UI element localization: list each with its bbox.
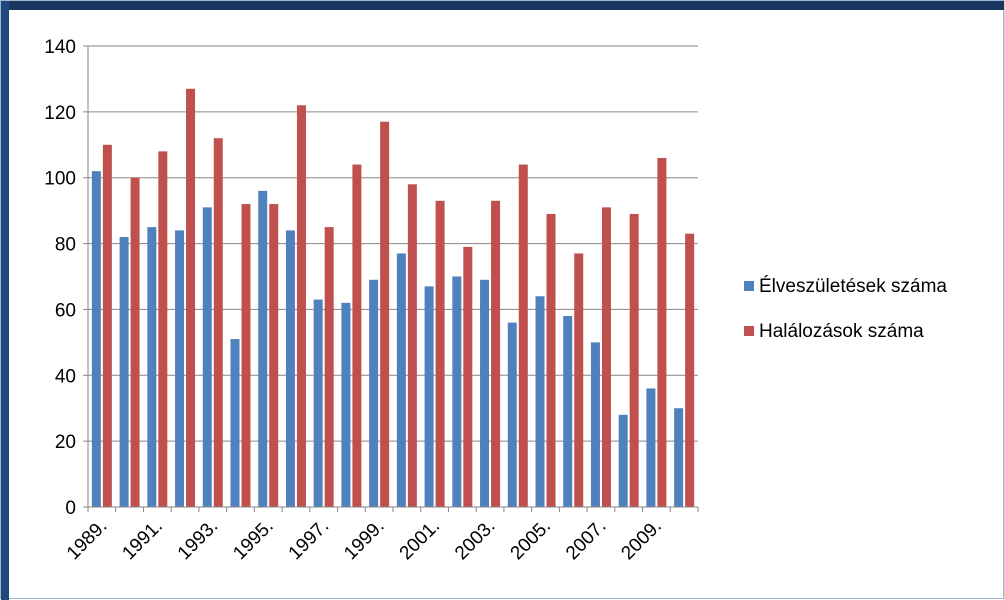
y-tick-label-0: 0 [65,498,76,519]
legend: Élveszületések száma Halálozások száma [744,276,947,342]
bar-elveszuletesek-1998 [341,302,351,507]
y-tick-label-100: 100 [44,169,76,190]
window-top-edge [1,1,1004,10]
legend-label-elveszuletesek: Élveszületések száma [759,276,947,297]
bar-elveszuletesek-2004 [507,322,517,507]
bar-elveszuletesek-2008 [618,414,628,507]
bar-elveszuletesek-2003 [480,279,490,507]
bar-elveszuletesek-2006 [563,316,573,507]
bar-halalozasok-1999 [380,121,390,507]
x-tick-label-1995: 1995. [229,516,277,564]
y-tick-label-80: 80 [55,235,76,256]
bar-halalozasok-2007 [601,207,611,507]
bar-halalozasok-2010 [685,233,695,507]
bar-elveszuletesek-2005 [535,296,545,507]
x-axis-ticks: 1989. 1991. 1993. 1995. 1997. 1999. 2001. 2003.… [63,516,666,564]
y-tick-label-40: 40 [55,366,76,387]
y-axis-ticks: 0 20 40 60 80 100 120 140 [44,37,76,519]
bar-halalozasok-1997 [324,227,334,507]
legend-swatch-elveszuletesek [744,281,754,291]
y-tick-label-20: 20 [55,432,76,453]
bar-halalozasok-1990 [130,177,140,507]
bar-halalozasok-2002 [463,246,473,507]
bar-halalozasok-1992 [186,88,196,508]
bar-halalozasok-2009 [657,157,667,507]
bar-halalozasok-2000 [407,184,417,508]
bar-elveszuletesek-1991 [147,227,157,507]
bar-elveszuletesek-1989 [91,171,101,507]
bar-halalozasok-1991 [158,151,168,507]
bar-elveszuletesek-1995 [258,190,268,507]
legend-swatch-halalozasok [744,326,754,336]
window-left-edge [1,1,9,600]
y-tick-label-60: 60 [55,300,76,321]
x-tick-label-1989: 1989. [63,516,111,564]
x-tick-label-2005: 2005. [507,516,555,564]
x-tick-label-1997: 1997. [285,516,333,564]
bar-elveszuletesek-2000 [396,253,406,507]
bar-elveszuletesek-2007 [590,342,600,507]
bar-elveszuletesek-1994 [230,339,240,507]
x-tick-label-1993: 1993. [174,516,222,564]
bar-halalozasok-1994 [241,204,251,508]
bar-halalozasok-1993 [213,138,223,507]
y-tick-label-140: 140 [44,37,76,58]
bar-halalozasok-2001 [435,200,445,507]
bar-elveszuletesek-2010 [674,408,684,507]
bar-halalozasok-2005 [546,213,556,507]
bar-halalozasok-2006 [574,253,584,507]
x-tick-label-2009: 2009. [617,516,665,564]
legend-label-halalozasok: Halálozások száma [759,321,924,342]
bar-halalozasok-1996 [296,105,306,508]
bar-halalozasok-1998 [352,164,362,508]
x-tick-label-1999: 1999. [340,516,388,564]
bar-elveszuletesek-1996 [285,230,295,507]
bars [91,88,695,508]
x-tick-label-2003: 2003. [451,516,499,564]
bar-halalozasok-2003 [491,200,501,507]
bar-halalozasok-2004 [518,164,528,508]
x-tick-label-2001: 2001. [396,516,444,564]
y-tick-label-120: 120 [44,103,76,124]
axes [87,46,699,512]
bar-elveszuletesek-1990 [119,236,129,507]
x-tick-label-1991: 1991. [118,516,166,564]
bar-elveszuletesek-2009 [646,388,656,507]
bar-elveszuletesek-1992 [175,230,185,507]
bar-elveszuletesek-2001 [424,286,434,507]
bar-halalozasok-2008 [629,213,639,507]
bar-elveszuletesek-2002 [452,276,462,507]
x-tick-label-2007: 2007. [562,516,610,564]
bar-elveszuletesek-1993 [202,207,212,507]
bar-halalozasok-1989 [102,144,112,508]
bar-elveszuletesek-1999 [369,279,379,507]
bar-halalozasok-1995 [269,204,279,508]
bar-elveszuletesek-1997 [313,299,323,507]
